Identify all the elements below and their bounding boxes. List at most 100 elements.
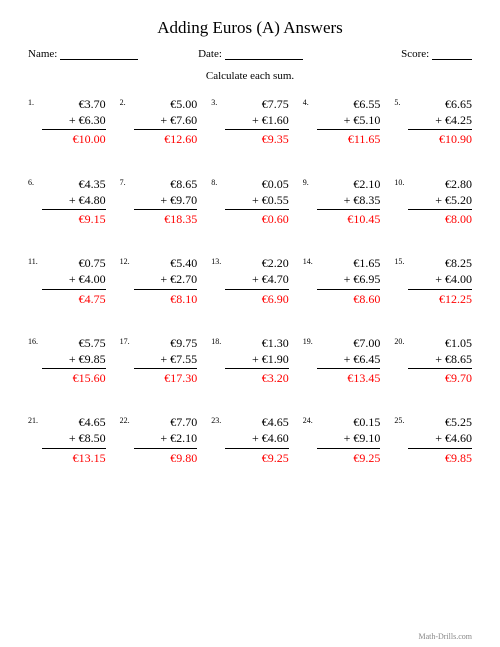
addend-2: + €8.65: [408, 351, 472, 367]
answer: €9.25: [317, 450, 381, 466]
problem-body: €0.15+ €9.10€9.25: [317, 414, 381, 466]
addend-1: €0.05: [225, 176, 289, 192]
addend-2: + €6.30: [42, 112, 106, 128]
answer: €6.90: [225, 291, 289, 307]
problem-number: 22.: [120, 414, 134, 425]
problem-number: 11.: [28, 255, 42, 266]
addend-2: + €4.60: [225, 430, 289, 446]
answer: €9.70: [408, 370, 472, 386]
name-label: Name:: [28, 48, 57, 60]
addend-2: + €6.45: [317, 351, 381, 367]
sum-rule: [225, 448, 289, 449]
problem-body: €2.20+ €4.70 €6.90: [225, 255, 289, 307]
date-label: Date:: [198, 48, 222, 60]
addend-2: + €2.70: [134, 271, 198, 287]
answer: €15.60: [42, 370, 106, 386]
sum-rule: [134, 368, 198, 369]
sum-rule: [408, 448, 472, 449]
problem-number: 14.: [303, 255, 317, 266]
addend-1: €4.65: [42, 414, 106, 430]
problem: 23.€4.65+ €4.60€9.25: [211, 414, 289, 466]
problem-body: €2.80+ €5.20€8.00: [408, 176, 472, 228]
problem-number: 20.: [394, 335, 408, 346]
addend-1: €7.00: [317, 335, 381, 351]
problem-body: €5.75+ €9.85€15.60: [42, 335, 106, 387]
problem-body: €5.00+ €7.60€12.60: [134, 96, 198, 148]
addend-2: + €4.25: [408, 112, 472, 128]
addend-2: + €2.10: [134, 430, 198, 446]
problem: 19.€7.00+ €6.45€13.45: [303, 335, 381, 387]
problem-body: €9.75+ €7.55€17.30: [134, 335, 198, 387]
problem-number: 3.: [211, 96, 225, 107]
answer: €12.25: [408, 291, 472, 307]
sum-rule: [225, 129, 289, 130]
problem-body: €8.65+ €9.70€18.35: [134, 176, 198, 228]
problem: 4.€6.55+ €5.10 €11.65: [303, 96, 381, 148]
problem: 14.€1.65+ €6.95€8.60: [303, 255, 381, 307]
problem: 20.€1.05+ €8.65 €9.70: [394, 335, 472, 387]
page-title: Adding Euros (A) Answers: [28, 18, 472, 38]
name-field: Name:: [28, 48, 138, 60]
sum-rule: [317, 368, 381, 369]
addend-1: €9.75: [134, 335, 198, 351]
problem-body: €4.65+ €8.50€13.15: [42, 414, 106, 466]
problem-body: €6.55+ €5.10 €11.65: [317, 96, 381, 148]
problem: 2.€5.00+ €7.60€12.60: [120, 96, 198, 148]
problem: 16.€5.75+ €9.85€15.60: [28, 335, 106, 387]
problem-number: 13.: [211, 255, 225, 266]
addend-1: €7.70: [134, 414, 198, 430]
problem-number: 4.: [303, 96, 317, 107]
problem-number: 10.: [394, 176, 408, 187]
sum-rule: [42, 448, 106, 449]
sum-rule: [408, 129, 472, 130]
score-blank: [432, 49, 472, 60]
addend-1: €6.55: [317, 96, 381, 112]
answer: €11.65: [317, 131, 381, 147]
addend-1: €1.05: [408, 335, 472, 351]
sum-rule: [42, 209, 106, 210]
answer: €18.35: [134, 211, 198, 227]
addend-1: €6.65: [408, 96, 472, 112]
addend-1: €8.65: [134, 176, 198, 192]
problem: 9.€2.10+ €8.35€10.45: [303, 176, 381, 228]
problem-body: €1.05+ €8.65 €9.70: [408, 335, 472, 387]
addend-1: €5.25: [408, 414, 472, 430]
problem: 25.€5.25+ €4.60€9.85: [394, 414, 472, 466]
addend-2: + €1.90: [225, 351, 289, 367]
problem: 8.€0.05+ €0.55€0.60: [211, 176, 289, 228]
problem-number: 7.: [120, 176, 134, 187]
problem-number: 17.: [120, 335, 134, 346]
answer: €8.10: [134, 291, 198, 307]
problem-body: €4.35+ €4.80€9.15: [42, 176, 106, 228]
problem-body: €4.65+ €4.60€9.25: [225, 414, 289, 466]
instruction: Calculate each sum.: [28, 70, 472, 82]
answer: €9.85: [408, 450, 472, 466]
addend-1: €2.20: [225, 255, 289, 271]
answer: €12.60: [134, 131, 198, 147]
problem-number: 24.: [303, 414, 317, 425]
addend-1: €1.65: [317, 255, 381, 271]
answer: €8.60: [317, 291, 381, 307]
addend-1: €4.65: [225, 414, 289, 430]
sum-rule: [408, 289, 472, 290]
addend-1: €5.75: [42, 335, 106, 351]
addend-2: + €4.70: [225, 271, 289, 287]
problem-number: 19.: [303, 335, 317, 346]
problem-number: 18.: [211, 335, 225, 346]
problem: 22.€7.70+ €2.10€9.80: [120, 414, 198, 466]
problem-number: 6.: [28, 176, 42, 187]
sum-rule: [317, 289, 381, 290]
answer: €0.60: [225, 211, 289, 227]
problem-body: €0.05+ €0.55 €0.60: [225, 176, 289, 228]
problem: 24.€0.15+ €9.10€9.25: [303, 414, 381, 466]
addend-1: €2.80: [408, 176, 472, 192]
problem: 13.€2.20+ €4.70 €6.90: [211, 255, 289, 307]
addend-2: + €4.80: [42, 192, 106, 208]
sum-rule: [408, 368, 472, 369]
addend-2: + €5.10: [317, 112, 381, 128]
addend-2: + €0.55: [225, 192, 289, 208]
addend-2: + €5.20: [408, 192, 472, 208]
answer: €13.15: [42, 450, 106, 466]
problem-number: 1.: [28, 96, 42, 107]
problem-number: 5.: [394, 96, 408, 107]
